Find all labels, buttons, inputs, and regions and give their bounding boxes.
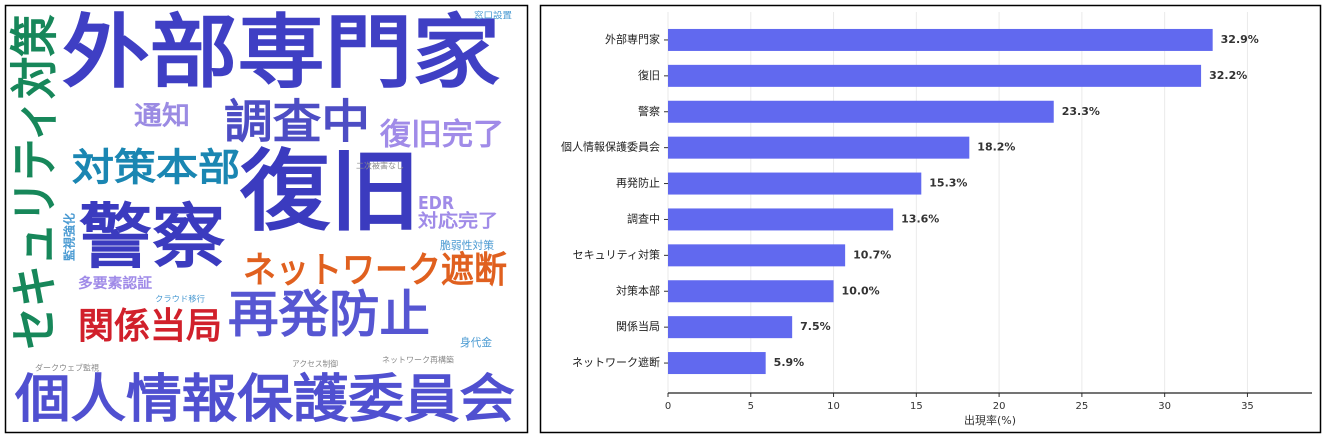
y-tick-label: 復旧 — [638, 69, 660, 82]
bar — [668, 316, 793, 339]
word: 復旧完了 — [379, 118, 504, 153]
word: 通知 — [134, 102, 190, 132]
value-label: 23.3% — [1062, 105, 1100, 118]
word: 外部専門家 — [62, 6, 500, 99]
value-label: 10.7% — [853, 248, 891, 261]
bar — [668, 352, 766, 375]
value-label: 32.9% — [1221, 33, 1259, 46]
x-tick-label: 30 — [1158, 401, 1171, 412]
y-tick-label: ネットワーク遮断 — [572, 355, 660, 369]
bar — [668, 208, 894, 231]
word: EDR — [418, 193, 454, 214]
bar — [668, 280, 834, 303]
word: 関係当局 — [78, 306, 222, 347]
y-tick-label: 警察 — [638, 104, 660, 118]
word: 脆弱性対策 — [440, 238, 494, 252]
value-label: 10.0% — [842, 284, 880, 297]
bar — [668, 64, 1202, 87]
value-label: 13.6% — [901, 212, 939, 225]
value-label: 5.9% — [774, 356, 805, 369]
value-label: 15.3% — [929, 177, 967, 190]
x-tick-label: 5 — [748, 401, 754, 412]
word: 対応完了 — [417, 210, 498, 232]
word: ネットワーク遮断 — [243, 250, 507, 291]
x-tick-label: 35 — [1241, 401, 1254, 412]
word: ダークウェブ監視 — [35, 363, 99, 373]
word: 多要素認証 — [78, 275, 152, 292]
word: 二次被害なし — [356, 161, 404, 171]
y-tick-label: セキュリティ対策 — [573, 247, 660, 261]
value-label: 18.2% — [977, 141, 1015, 154]
word: クラウド移行 — [155, 294, 205, 304]
x-axis-label: 出現率(%) — [964, 413, 1016, 427]
word: 調査中 — [224, 95, 370, 149]
word: 復旧 — [239, 140, 420, 243]
x-tick-label: 15 — [910, 401, 923, 412]
word: 対策本部 — [72, 146, 240, 190]
word: 窓口設置 — [474, 10, 512, 22]
bar — [668, 136, 970, 159]
x-tick-label: 10 — [827, 401, 840, 412]
bar — [668, 172, 922, 195]
x-tick-label: 0 — [665, 401, 671, 412]
x-tick-label: 25 — [1076, 401, 1089, 412]
bar — [668, 244, 846, 267]
word: 身代金 — [460, 335, 492, 349]
y-tick-label: 調査中 — [627, 211, 660, 225]
y-tick-label: 対策本部 — [616, 283, 660, 297]
x-tick-label: 20 — [993, 401, 1006, 412]
word: アクセス制御 — [292, 359, 338, 369]
word: 監視強化 — [62, 213, 77, 261]
word: セキュリティ対策 — [7, 15, 63, 350]
bar-chart: 0 5 10 15 20 25 30 35 出現率(%) 外部専門家 32.9% 復旧 32.2% 警察 2… — [561, 12, 1312, 427]
y-tick-label: 関係当局 — [616, 319, 660, 333]
value-label: 32.2% — [1209, 69, 1247, 82]
bar — [668, 28, 1213, 51]
bar — [668, 100, 1054, 123]
word: 警察 — [79, 196, 225, 278]
y-tick-label: 外部専門家 — [605, 32, 660, 46]
wordcloud-frame — [4, 4, 529, 434]
word: 個人情報保護委員会 — [14, 370, 515, 430]
word: 再発防止 — [228, 286, 430, 344]
value-label: 7.5% — [800, 320, 831, 333]
y-tick-label: 再発防止 — [616, 176, 660, 190]
word: ネットワーク再構築 — [382, 355, 454, 365]
y-tick-label: 個人情報保護委員会 — [561, 140, 660, 154]
